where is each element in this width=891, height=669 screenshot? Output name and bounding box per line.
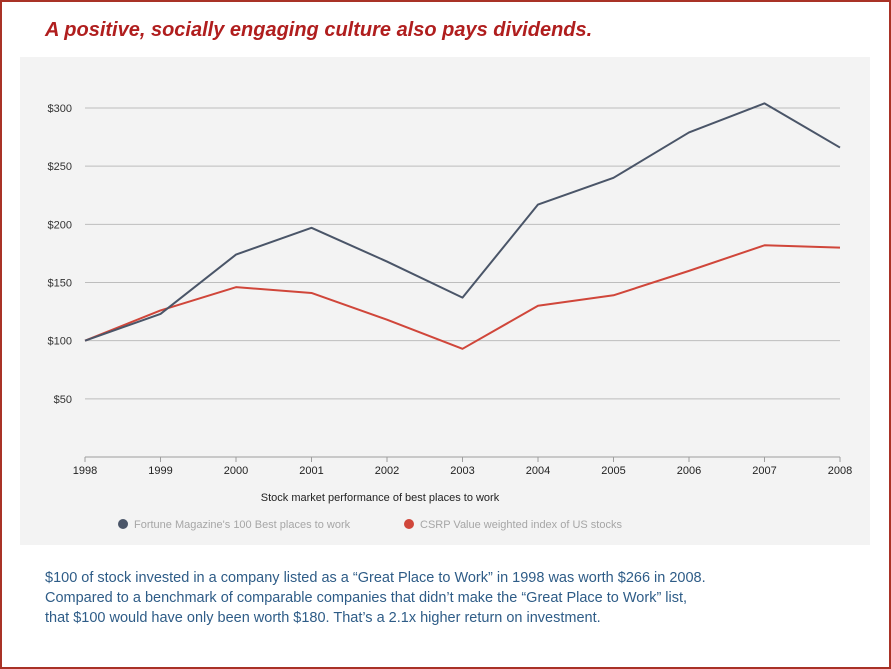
headline: A positive, socially engaging culture al…: [45, 19, 593, 41]
x-axis-ticks: 1998 1999 2000 2001 2002 2003 2004 2005 2006 2007…: [73, 457, 852, 477]
chart-panel: $50 $100 $150 $200 $250 $300 1998 1999 2000 2001…: [20, 57, 870, 545]
caption-line-2: Compared to a benchmark of comparable co…: [45, 590, 688, 606]
series-line-csrp: [84, 244, 841, 350]
x-tick-label: 2006: [677, 465, 701, 477]
series-line-best-places: [84, 102, 841, 342]
x-axis-label: Stock market performance of best places …: [261, 492, 500, 504]
x-tick-label: 2007: [752, 465, 776, 477]
series-lines: [84, 102, 841, 350]
x-tick-label: 2000: [224, 465, 248, 477]
legend-label: CSRP Value weighted index of US stocks: [420, 519, 622, 531]
legend-label: Fortune Magazine's 100 Best places to wo…: [134, 519, 351, 531]
x-tick-label: 2008: [828, 465, 852, 477]
y-axis-ticks: $50 $100 $150 $200 $250 $300: [48, 103, 72, 406]
legend-marker: [118, 519, 128, 529]
legend: Fortune Magazine's 100 Best places to wo…: [118, 519, 622, 531]
y-tick-label: $200: [48, 219, 72, 231]
x-tick-label: 2005: [601, 465, 625, 477]
x-tick-label: 2002: [375, 465, 399, 477]
x-tick-label: 1998: [73, 465, 97, 477]
y-tick-label: $150: [48, 278, 72, 290]
y-tick-label: $50: [54, 394, 72, 406]
x-tick-label: 1999: [148, 465, 172, 477]
x-tick-label: 2004: [526, 465, 550, 477]
caption: $100 of stock invested in a company list…: [45, 568, 845, 628]
y-tick-label: $300: [48, 103, 72, 115]
x-tick-label: 2003: [450, 465, 474, 477]
legend-marker: [404, 519, 414, 529]
y-tick-label: $250: [48, 161, 72, 173]
line-chart: $50 $100 $150 $200 $250 $300 1998 1999 2000 2001…: [48, 102, 852, 531]
y-tick-label: $100: [48, 336, 72, 348]
caption-line-3: that $100 would have only been worth $18…: [45, 610, 601, 626]
caption-line-1: $100 of stock invested in a company list…: [45, 570, 706, 586]
grid-lines: [85, 107, 840, 458]
x-tick-label: 2001: [299, 465, 323, 477]
